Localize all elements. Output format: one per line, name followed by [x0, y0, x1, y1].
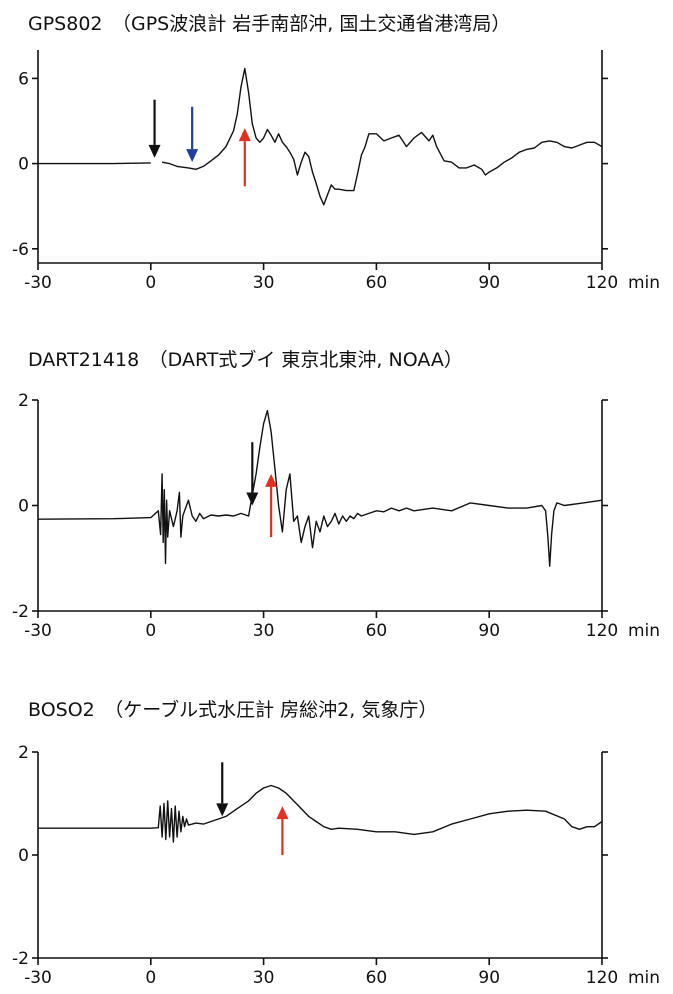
arrow-marker: [265, 473, 278, 538]
panel-title: DART21418 （DART式ブイ 東京北東沖, NOAA）: [28, 348, 463, 371]
x-tick-label: 0: [145, 968, 156, 988]
x-tick-label: 30: [253, 621, 275, 641]
waveform-line: [38, 162, 151, 165]
x-tick-label: 90: [478, 621, 500, 641]
x-tick-label: 60: [366, 968, 388, 988]
y-tick-label: 0: [18, 497, 29, 517]
plot-area: 2 0 -2-30 0 30 60 90 120 min: [12, 743, 660, 988]
panel-title: GPS802 （GPS波浪計 岩手南部沖, 国土交通省港湾局）: [28, 13, 510, 35]
x-tick-label: 0: [145, 621, 156, 641]
x-unit-label: min: [628, 273, 660, 293]
x-tick-label: 120: [586, 621, 618, 641]
arrow-head: [148, 144, 161, 158]
arrow-head: [238, 128, 251, 142]
panel-title: BOSO2 （ケーブル式水圧計 房総沖2, 気象庁）: [28, 698, 437, 721]
panel-gps802: GPS802 （GPS波浪計 岩手南部沖, 国土交通省港湾局） 60-6-30 0…: [12, 13, 660, 293]
waveform-line: [37, 409, 603, 567]
y-tick-label: -2: [12, 949, 29, 969]
plot-area: 2 0 -2-30 0 30 60 90 120 min: [12, 391, 660, 641]
plot-area: 60-6-30 0 30 60 90 120 min: [12, 50, 660, 293]
x-tick-label: 60: [366, 621, 388, 641]
x-tick-label: -30: [24, 273, 52, 293]
y-tick-label: 0: [18, 155, 29, 175]
y-tick-label: 2: [18, 391, 29, 411]
x-tick-label: 0: [145, 273, 156, 293]
x-tick-label: 120: [586, 968, 618, 988]
arrow-marker: [246, 442, 259, 506]
y-tick-label: 0: [18, 846, 29, 866]
y-tick-label: 6: [18, 69, 29, 89]
arrow-marker: [216, 762, 229, 817]
y-tick-label: -2: [12, 602, 29, 622]
waveform-line: [38, 784, 603, 843]
arrow-marker: [186, 106, 199, 163]
x-tick-label: 90: [478, 968, 500, 988]
arrow-marker: [238, 128, 251, 187]
arrow-head: [276, 806, 289, 820]
y-tick-label: -6: [12, 240, 29, 260]
arrow-head: [246, 492, 259, 506]
arrow-head: [186, 149, 199, 163]
x-tick-label: 90: [478, 273, 500, 293]
x-tick-label: -30: [24, 621, 52, 641]
arrow-marker: [148, 99, 161, 158]
x-tick-label: 30: [253, 273, 275, 293]
panel-dart21418: DART21418 （DART式ブイ 東京北東沖, NOAA） 2 0 -2-30 0…: [12, 348, 660, 641]
arrow-head: [265, 473, 278, 487]
x-unit-label: min: [628, 968, 660, 988]
arrow-marker: [276, 806, 289, 855]
y-tick-label: 2: [18, 743, 29, 763]
x-tick-label: -30: [24, 968, 52, 988]
panel-boso2: BOSO2 （ケーブル式水圧計 房総沖2, 気象庁） 2 0 -2-30 0 30 60 9…: [12, 698, 660, 988]
x-tick-label: 120: [586, 273, 618, 293]
x-tick-label: 30: [253, 968, 275, 988]
waveform-line: [161, 67, 603, 206]
x-unit-label: min: [628, 621, 660, 641]
x-tick-label: 60: [366, 273, 388, 293]
arrow-head: [216, 803, 229, 817]
